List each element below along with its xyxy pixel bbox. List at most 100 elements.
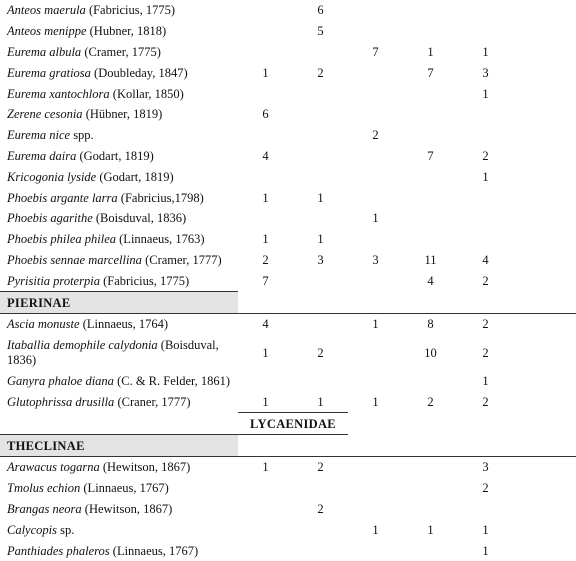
author-citation: (Doubleday, 1847) xyxy=(90,65,188,80)
count-cell xyxy=(293,83,348,104)
count-cell xyxy=(458,104,513,125)
count-cell xyxy=(513,166,576,187)
count-cell: 3 xyxy=(482,65,489,80)
author-citation: (Fabricius, 1775) xyxy=(99,273,190,288)
subfamily-row: THECLINAE xyxy=(0,434,576,457)
count-cell xyxy=(293,270,348,291)
count-cell: 1 xyxy=(262,345,269,360)
count-cell xyxy=(348,187,403,208)
count-cell xyxy=(293,42,348,63)
count-cell xyxy=(513,519,576,540)
count-cell xyxy=(348,0,403,21)
count-cell xyxy=(458,229,513,250)
table-row: Ganyra phaloe diana (C. & R. Felder, 186… xyxy=(0,371,576,392)
empty-cell xyxy=(0,412,238,435)
count-cell xyxy=(403,540,458,561)
table-row: Eurema xantochlora (Kollar, 1850)11 xyxy=(0,83,576,104)
count-cell xyxy=(513,313,576,334)
count-cell: 7 xyxy=(427,148,434,163)
species-name-cell: Eurema nice spp. xyxy=(0,125,238,146)
table-row: Calycopis sp.1113 xyxy=(0,519,576,540)
count-cell: 1 xyxy=(317,190,324,205)
species-name-cell: Eurema albula (Cramer, 1775) xyxy=(0,42,238,63)
species-name-cell: Itaballia demophile calydonia (Boisduval… xyxy=(0,335,238,371)
count-cell: 2 xyxy=(317,65,324,80)
scientific-name: Ganyra phaloe diana xyxy=(7,374,114,389)
count-cell xyxy=(348,21,403,42)
author-citation: (Hewitson, 1867) xyxy=(99,460,191,475)
empty-cell xyxy=(458,291,513,314)
empty-cell xyxy=(293,434,348,457)
count-cell xyxy=(513,104,576,125)
count-cell xyxy=(513,187,576,208)
scientific-name: Tmolus echion xyxy=(7,481,81,496)
table-row: Phoebis argante larra (Fabricius,1798) 1 1… xyxy=(0,187,576,208)
count-cell xyxy=(403,371,458,392)
empty-cell xyxy=(513,434,576,457)
count-cell xyxy=(458,0,513,21)
count-cell xyxy=(293,371,348,392)
count-cell xyxy=(348,62,403,83)
count-cell: 1 xyxy=(262,65,269,80)
count-cell xyxy=(348,83,403,104)
count-cell: 1 xyxy=(372,522,379,537)
scientific-name: Eurema albula xyxy=(7,44,82,59)
empty-cell xyxy=(513,413,576,435)
scientific-name: Calycopis xyxy=(7,522,57,537)
table-row: Arawacus togarna (Hewitson, 1867)1236 xyxy=(0,456,576,477)
count-cell xyxy=(403,208,458,229)
species-name-cell: Anteos maerula (Fabricius, 1775) xyxy=(0,0,238,21)
scientific-name: Brangas neora xyxy=(7,501,82,516)
author-citation: (C. & R. Felder, 1861) xyxy=(113,374,231,389)
species-name-cell: Eurema gratiosa (Doubleday, 1847) xyxy=(0,62,238,83)
table-row: Phoebis agarithe (Boisduval, 1836)11 xyxy=(0,208,576,229)
table-row: Zerene cesonia (Hübner, 1819)66 xyxy=(0,104,576,125)
count-cell xyxy=(513,146,576,167)
scientific-name: Arawacus togarna xyxy=(7,460,100,475)
species-name-cell: Glutophrissa drusilla (Craner, 1777) xyxy=(0,392,238,413)
count-cell xyxy=(513,371,576,392)
count-cell xyxy=(513,540,576,561)
count-cell xyxy=(348,146,403,167)
count-cell xyxy=(513,42,576,63)
count-cell: 2 xyxy=(317,345,324,360)
species-name-cell: Ganyra phaloe diana (C. & R. Felder, 186… xyxy=(0,371,238,392)
count-cell xyxy=(513,0,576,21)
species-name-cell: Kricogonia lyside (Godart, 1819) xyxy=(0,166,238,187)
count-cell xyxy=(513,335,576,371)
count-cell xyxy=(348,540,403,561)
count-cell xyxy=(293,478,348,499)
count-cell xyxy=(293,208,348,229)
family-row: LYCAENIDAE xyxy=(0,412,576,436)
count-cell xyxy=(348,166,403,187)
count-cell xyxy=(293,519,348,540)
count-cell xyxy=(403,187,458,208)
count-cell xyxy=(238,478,293,499)
scientific-name: Zerene cesonia xyxy=(7,107,83,122)
count-cell xyxy=(458,208,513,229)
count-cell xyxy=(238,21,293,42)
count-cell xyxy=(348,456,403,477)
species-name-cell: Phoebis argante larra (Fabricius,1798) xyxy=(0,187,238,208)
count-cell: 8 xyxy=(427,317,434,332)
count-cell: 1 xyxy=(482,86,489,101)
table-row: Phoebis philea philea (Linnaeus, 1763) 1 1… xyxy=(0,229,576,250)
species-name-cell: Anteos menippe (Hubner, 1818) xyxy=(0,21,238,42)
count-cell: 6 xyxy=(262,107,269,122)
count-cell xyxy=(513,208,576,229)
family-heading: LYCAENIDAE xyxy=(238,412,348,436)
count-cell: 1 xyxy=(427,522,434,537)
count-cell xyxy=(348,478,403,499)
count-cell: 1 xyxy=(317,394,324,409)
count-cell xyxy=(458,125,513,146)
species-name-cell: Pyrisitia proterpia (Fabricius, 1775) xyxy=(0,270,238,291)
count-cell xyxy=(238,499,293,520)
count-cell xyxy=(513,229,576,250)
count-cell: 10 xyxy=(424,345,437,360)
author-citation: (Godart, 1819) xyxy=(76,148,154,163)
count-cell xyxy=(403,104,458,125)
table-row: Ascia monuste (Linnaeus, 1764)418215 xyxy=(0,313,576,334)
count-cell xyxy=(513,83,576,104)
species-name-cell: Phoebis philea philea (Linnaeus, 1763) xyxy=(0,229,238,250)
